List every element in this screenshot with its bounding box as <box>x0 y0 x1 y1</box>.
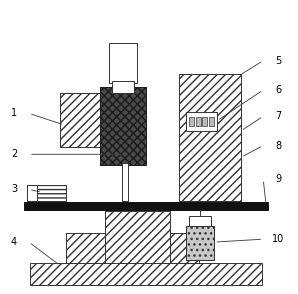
Bar <box>189 216 211 226</box>
Text: 1: 1 <box>11 108 17 118</box>
Bar <box>105 211 170 263</box>
Bar <box>30 263 262 285</box>
Text: 10: 10 <box>272 234 284 244</box>
Bar <box>100 87 146 165</box>
Bar <box>186 226 214 260</box>
Bar <box>109 43 137 83</box>
Bar <box>186 112 217 131</box>
Bar <box>189 117 194 126</box>
Bar <box>209 117 214 126</box>
Text: 3: 3 <box>11 184 17 194</box>
Bar <box>122 163 128 201</box>
Bar <box>112 81 134 93</box>
Bar <box>60 93 115 147</box>
Text: 7: 7 <box>275 111 281 121</box>
Bar <box>170 233 199 263</box>
Text: 2: 2 <box>11 149 17 159</box>
Bar <box>179 74 241 201</box>
Text: 6: 6 <box>275 85 281 95</box>
Bar <box>202 117 207 126</box>
Text: 9: 9 <box>275 174 281 184</box>
Text: 4: 4 <box>11 237 17 247</box>
Bar <box>66 233 105 263</box>
Bar <box>27 185 37 201</box>
Text: 8: 8 <box>275 141 281 151</box>
Text: 5: 5 <box>275 56 281 66</box>
Bar <box>195 117 201 126</box>
Bar <box>27 185 66 201</box>
Bar <box>24 202 268 210</box>
